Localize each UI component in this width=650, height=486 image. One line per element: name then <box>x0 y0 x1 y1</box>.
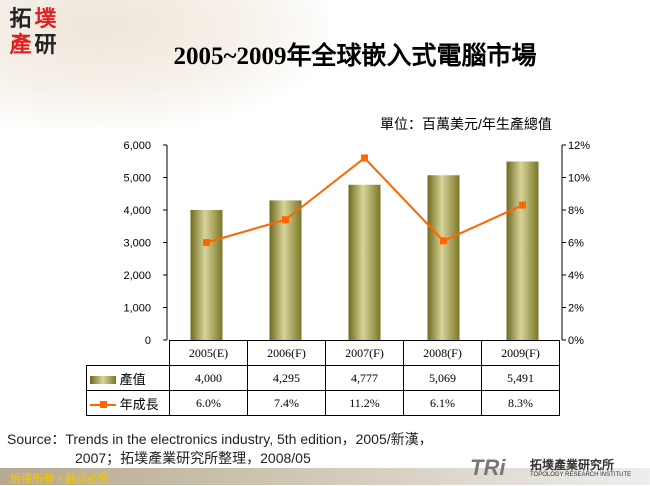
y-tick-label: 3,000 <box>123 238 151 250</box>
table-row-value: 產值 4,000 4,295 4,777 5,069 5,491 <box>86 365 560 391</box>
y2-tick-label: 6% <box>568 238 584 250</box>
bar <box>506 161 539 340</box>
brand-en: TOPOLOGY RESEARCH INSTITUTE <box>530 472 632 478</box>
y2-tick-label: 2% <box>568 303 584 315</box>
growth-point <box>282 216 289 224</box>
y2-tick-label: 8% <box>568 205 584 217</box>
data-label: 11.2% <box>325 390 404 416</box>
data-label: 8.3% <box>481 390 560 416</box>
cat-label: 2007(F) <box>325 340 404 366</box>
line-legend-icon <box>90 401 116 409</box>
y2-tick-label: 0% <box>568 335 584 347</box>
growth-point <box>519 201 526 209</box>
unit-label: 單位：百萬美元/年生產總值 <box>380 116 552 132</box>
growth-point <box>361 154 368 162</box>
source-line: 2007；拓墣產業研究所整理，2008/05 <box>75 450 311 466</box>
cat-label: 2005(E) <box>169 340 248 366</box>
growth-point <box>440 237 447 245</box>
data-label: 6.1% <box>403 390 482 416</box>
cat-label: 2006(F) <box>247 340 326 366</box>
y-tick-label: 5,000 <box>123 173 151 185</box>
table-row-growth: 年成長 6.0% 7.4% 11.2% 6.1% 8.3% <box>86 390 560 416</box>
page-title: 2005~2009年全球嵌入式電腦市場 <box>173 43 537 70</box>
data-label: 5,491 <box>481 365 560 391</box>
growth-point <box>203 239 210 246</box>
series-name: 年成長 <box>119 396 159 412</box>
data-label: 4,000 <box>169 365 248 391</box>
data-label: 6.0% <box>169 390 248 416</box>
logo: 拓墣產研 <box>9 6 57 58</box>
data-label: 5,069 <box>403 365 482 391</box>
cat-label: 2008(F) <box>403 340 482 366</box>
brand-cn: 拓墣產業研究所 <box>530 458 615 472</box>
y-tick-label: 2,000 <box>123 270 151 282</box>
y2-tick-label: 4% <box>568 270 584 282</box>
source-line: Source：Trends in the electronics industr… <box>7 431 433 447</box>
cat-label: 2009(F) <box>481 340 560 366</box>
data-label: 4,295 <box>247 365 326 391</box>
data-table: 2005(E) 2006(F) 2007(F) 2008(F) 2009(F) … <box>86 340 560 416</box>
bar-legend-icon <box>90 376 116 385</box>
y-tick-label: 4,000 <box>123 205 151 217</box>
tri-logo: TRi <box>470 455 506 480</box>
bar <box>348 184 381 340</box>
series-name: 產值 <box>119 371 146 387</box>
source-note: Source：Trends in the electronics industr… <box>7 430 433 468</box>
bar <box>427 175 460 340</box>
y-tick-label: 1,000 <box>123 303 151 315</box>
bar <box>190 210 223 340</box>
y2-tick-label: 12% <box>568 140 590 152</box>
footer: 版權所有・翻印必究 <box>0 468 650 485</box>
data-label: 7.4% <box>247 390 326 416</box>
y-tick-label: 6,000 <box>123 140 151 152</box>
background-map <box>0 0 330 130</box>
copyright: 版權所有・翻印必究 <box>10 473 109 485</box>
y2-tick-label: 10% <box>568 173 590 185</box>
data-label: 4,777 <box>325 365 404 391</box>
